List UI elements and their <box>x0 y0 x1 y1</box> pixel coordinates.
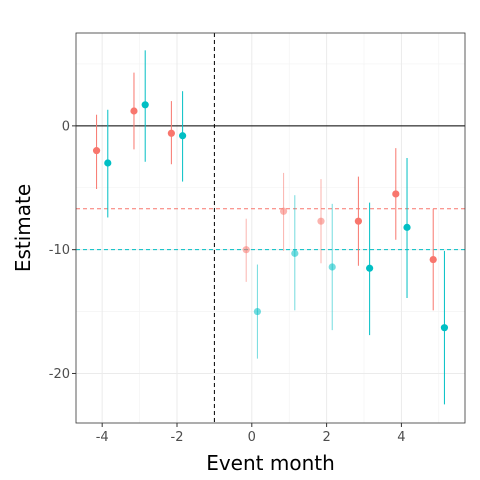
point-estimate <box>279 207 288 215</box>
point-estimate <box>403 223 411 231</box>
point-estimate <box>104 159 112 167</box>
point-estimate <box>317 217 325 225</box>
panel-border <box>75 32 466 424</box>
x-tick-label: 4 <box>397 430 405 445</box>
point-estimate <box>242 246 250 254</box>
x-tick-label: -2 <box>171 430 184 445</box>
x-tick-label: -4 <box>96 430 109 445</box>
point-estimate <box>366 264 374 272</box>
point-estimate <box>141 101 149 109</box>
x-tick-label: 0 <box>248 430 256 445</box>
y-tick-label: 0 <box>62 119 70 134</box>
point-estimate <box>392 190 400 198</box>
plot-panel <box>75 32 466 424</box>
x-axis-ticks: -4 -2 0 2 4 <box>96 423 406 445</box>
point-estimate <box>130 107 138 115</box>
point-estimate <box>253 307 262 316</box>
x-tick-label: 2 <box>322 430 330 445</box>
point-estimate <box>354 217 362 225</box>
y-tick-label: -10 <box>49 243 70 258</box>
y-tick-label: -20 <box>49 367 70 382</box>
point-estimate <box>429 255 437 264</box>
point-estimate <box>92 147 101 155</box>
y-axis-ticks: -20 -10 0 <box>49 119 76 382</box>
y-axis-title: Estimate <box>11 184 35 272</box>
point-estimate <box>179 132 187 140</box>
point-estimate <box>328 263 336 271</box>
point-estimate <box>291 249 299 257</box>
x-axis-title: Event month <box>206 451 335 475</box>
panel-background <box>76 33 465 423</box>
point-estimate <box>440 324 449 332</box>
point-estimate <box>167 129 175 137</box>
